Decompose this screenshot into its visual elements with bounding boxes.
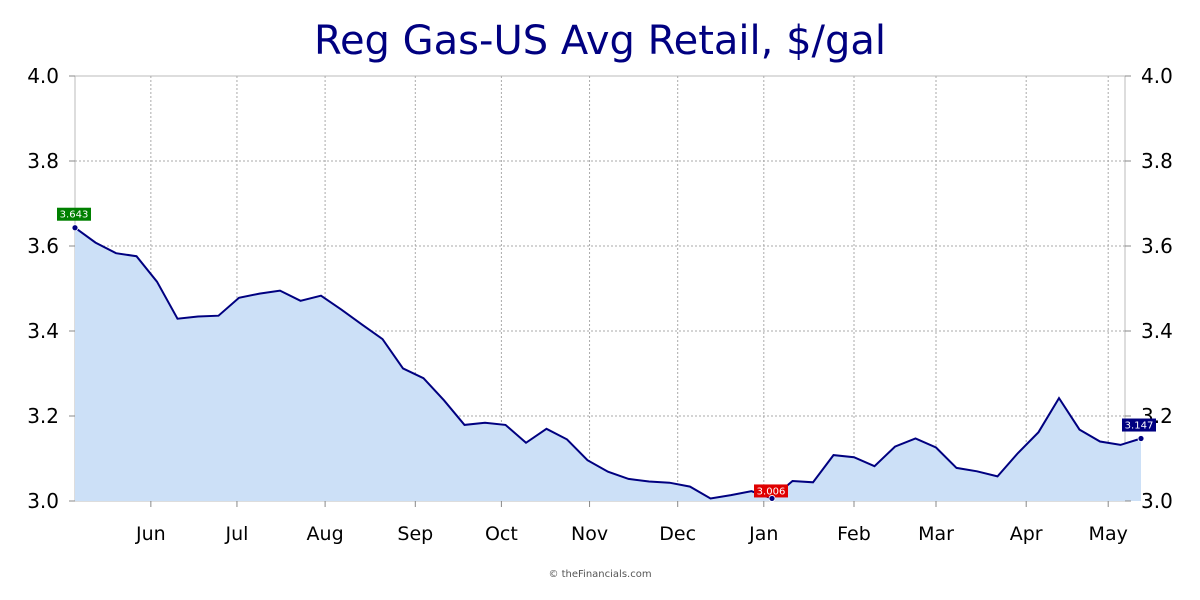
x-tick-label: May [1089,523,1128,545]
annotation-last: 3.147 [1122,418,1156,442]
x-tick-label: Dec [659,523,696,545]
x-tick-label: Jul [224,523,248,545]
x-axis: Jun Jul Aug Sep Oct Nov Dec Jan Feb Mar Apr May [135,501,1128,545]
annotation-min: 3.006 [754,484,788,502]
x-tick-label: Aug [307,523,344,545]
annotation-max: 3.643 [57,207,91,232]
grid-lines [75,76,1125,501]
y-tick-label: 4.0 [1141,64,1173,88]
y-tick-label: 4.0 [27,64,59,88]
series-line [74,226,1142,500]
annotation-label: 3.147 [1125,421,1154,432]
y-tick-label: 3.4 [1141,319,1173,343]
x-tick-label: Oct [485,523,518,545]
series-area [75,227,1141,501]
y-tick-label: 3.6 [27,234,59,258]
annotation-box [1122,418,1156,432]
annotation-point [768,495,776,502]
x-tick-label: Nov [571,523,608,545]
value-annotations: 3.643 3.006 3.147 [57,207,1156,502]
source-credit: © theFinancials.com [548,569,652,580]
y-tick-label: 3.8 [1141,149,1173,173]
x-tick-label: Mar [918,523,954,545]
annotation-label: 3.006 [757,486,786,497]
x-tick-label: Jun [135,523,166,545]
annotation-point [71,224,79,232]
annotation-box [754,484,788,498]
y-tick-label: 3.0 [27,489,59,513]
annotation-box [57,207,91,221]
x-tick-label: Jan [748,523,778,545]
chart-title: Reg Gas-US Avg Retail, $/gal [313,18,887,64]
y-tick-label: 3.6 [1141,234,1173,258]
y-axis-right: 3.03.23.43.63.84.0 [1125,64,1173,513]
y-tick-label: 3.4 [27,319,59,343]
y-tick-label: 3.2 [27,404,59,428]
annotation-label: 3.643 [60,210,89,221]
y-axis-left: 3.0 3.2 3.4 3.6 3.8 4.0 [27,64,75,513]
x-tick-label: Apr [1010,523,1043,545]
annotation-point [1137,435,1145,442]
x-tick-label: Sep [397,523,433,545]
y-tick-label: 3.8 [27,149,59,173]
y-tick-label: 3.0 [1141,489,1173,513]
x-tick-label: Feb [837,523,871,545]
